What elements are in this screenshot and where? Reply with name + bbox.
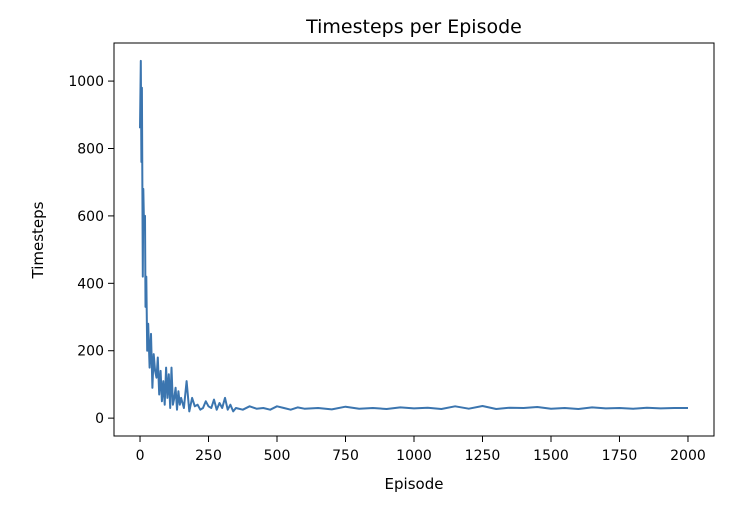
x-tick-label: 750: [332, 448, 359, 464]
plot-area-frame: [113, 42, 715, 437]
x-tick-label: 250: [195, 448, 222, 464]
y-tick-label: 1000: [68, 74, 104, 90]
x-tick-label: 1750: [602, 448, 638, 464]
x-tick-label: 1250: [465, 448, 501, 464]
y-axis-ticks: 0 200 400 600 800 1000: [68, 74, 114, 427]
y-tick-label: 600: [77, 209, 104, 225]
x-tick-label: 500: [264, 448, 291, 464]
x-tick-label: 0: [136, 448, 145, 464]
chart-title: Timesteps per Episode: [305, 16, 522, 38]
x-axis-label: Episode: [385, 475, 444, 493]
y-tick-label: 800: [77, 141, 104, 157]
x-axis-ticks: 0 250 500 750 1000 1250 1500 1750 2000: [136, 436, 706, 464]
y-tick-label: 0: [95, 411, 104, 427]
series-line: [139, 59, 688, 413]
x-tick-label: 1500: [533, 448, 569, 464]
x-tick-label: 1000: [396, 448, 432, 464]
x-tick-label: 2000: [670, 448, 706, 464]
y-tick-label: 400: [77, 276, 104, 292]
y-axis-label: Timesteps: [29, 201, 47, 279]
y-tick-label: 200: [77, 344, 104, 360]
